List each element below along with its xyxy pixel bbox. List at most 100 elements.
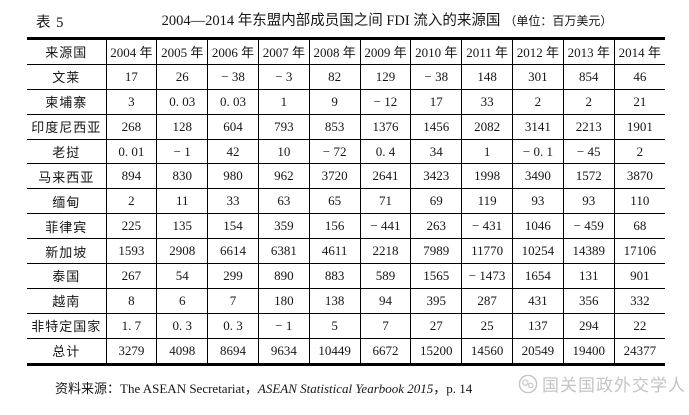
- cell-value: 1. 7: [105, 312, 158, 339]
- cell-value: 2641: [359, 163, 412, 190]
- cell-value: 10: [257, 138, 310, 165]
- cell-value: 589: [359, 263, 412, 289]
- table-row: 新加坡 1593 2908 6614 6381 4611 2218 7989 11770 1025…: [27, 238, 665, 265]
- cell-value: 20549: [512, 337, 564, 365]
- cell-value: 853: [308, 113, 361, 140]
- cell-value: 3423: [410, 163, 463, 190]
- cell-value: − 12: [359, 88, 412, 115]
- cell-value: 2218: [359, 238, 412, 265]
- cell-value: − 38: [207, 63, 259, 90]
- watermark-text: 国关国政外交学人: [542, 376, 686, 395]
- cell-value: − 1: [156, 138, 209, 165]
- table-title: 2004—2014 年东盟内部成员国之间 FDI 流入的来源国 （单位：百万美元）: [95, 9, 679, 30]
- cell-value: 9: [308, 88, 361, 115]
- cell-value: 135: [156, 213, 209, 240]
- cell-value: 359: [257, 213, 310, 240]
- cell-value: 6: [156, 287, 209, 314]
- cell-value: 1572: [562, 163, 615, 190]
- row-label: 文莱: [27, 63, 107, 90]
- cell-value: − 1: [257, 312, 310, 339]
- cell-value: 332: [613, 287, 665, 314]
- table-row: 总计 3279 4098 8694 9634 10449 6672 15200 14560 205…: [27, 337, 665, 365]
- table-unit-label: （单位：百万美元）: [504, 14, 613, 28]
- cell-value: 1654: [512, 263, 564, 289]
- cell-value: 33: [207, 188, 259, 215]
- cell-value: 263: [410, 213, 463, 240]
- cell-value: 65: [308, 188, 361, 215]
- cell-value: 54: [156, 263, 209, 289]
- cell-value: 34: [410, 138, 463, 165]
- cell-value: 137: [512, 312, 564, 339]
- cell-value: 6381: [257, 238, 310, 265]
- cell-value: 17106: [613, 238, 665, 265]
- cell-value: 4098: [156, 337, 209, 365]
- header-year: 2005 年: [156, 38, 209, 65]
- cell-value: 883: [308, 263, 361, 289]
- cell-value: 148: [461, 63, 513, 90]
- cell-value: 1: [257, 88, 310, 115]
- header-year: 2013 年: [562, 38, 615, 65]
- cell-value: 19400: [562, 337, 615, 365]
- cell-value: 1456: [410, 113, 463, 140]
- cell-value: 8694: [207, 337, 259, 365]
- table-number-label: 表 5: [36, 15, 65, 31]
- table-title-row: 表 5 2004—2014 年东盟内部成员国之间 FDI 流入的来源国 （单位：百…: [0, 0, 689, 37]
- cell-value: 27: [410, 312, 463, 339]
- cell-value: 3279: [105, 337, 158, 365]
- row-label: 印度尼西亚: [27, 113, 107, 140]
- cell-value: 0. 03: [156, 88, 209, 115]
- row-label: 菲律宾: [27, 213, 107, 240]
- cell-value: 3870: [613, 163, 665, 190]
- table-row: 文莱 17 26− 38− 3 82 129− 38 148 301 854 46: [27, 63, 665, 90]
- cell-value: 901: [613, 263, 665, 289]
- row-label: 老挝: [27, 138, 107, 165]
- table-title-text: 2004—2014 年东盟内部成员国之间 FDI 流入的来源国: [161, 13, 501, 29]
- table-row: 菲律宾 225 135 154 359 156− 441 263− 431 1046− 459…: [27, 213, 665, 240]
- cell-value: 71: [359, 188, 412, 215]
- cell-value: 9634: [257, 337, 310, 365]
- cell-value: 2: [105, 188, 158, 215]
- cell-value: 830: [156, 163, 209, 190]
- cell-value: 68: [613, 213, 665, 240]
- cell-value: 0. 3: [207, 312, 259, 339]
- header-source-country: 来源国: [27, 38, 107, 65]
- cell-value: 6614: [207, 238, 259, 265]
- source-book-title: ASEAN Statistical Yearbook 2015: [257, 381, 434, 396]
- header-year: 2014 年: [613, 38, 665, 65]
- cell-value: 1: [461, 138, 513, 165]
- cell-value: 2: [512, 88, 564, 115]
- cell-value: 119: [461, 188, 513, 215]
- cell-value: 14560: [461, 337, 513, 365]
- cell-value: 962: [257, 163, 310, 190]
- cell-value: 15200: [410, 337, 463, 365]
- cell-value: 69: [410, 188, 463, 215]
- cell-value: 268: [105, 113, 158, 140]
- table-row: 印度尼西亚 268 128 604 793 853 1376 1456 2082 3141 2213…: [27, 113, 665, 140]
- cell-value: 156: [308, 213, 361, 240]
- table-row: 柬埔寨 3 0. 03 0. 03 1 9− 12 17 33 2 2 21: [27, 88, 665, 115]
- cell-value: 793: [257, 113, 310, 140]
- table-row: 泰国 267 54 299 890 883 589 1565− 1473 1654 131 901: [27, 263, 665, 289]
- cell-value: − 1473: [461, 263, 513, 289]
- row-label: 泰国: [27, 263, 107, 289]
- header-year: 2011 年: [461, 38, 513, 65]
- cell-value: 3141: [512, 113, 564, 140]
- cell-value: 3720: [308, 163, 361, 190]
- row-label: 马来西亚: [27, 163, 107, 190]
- cell-value: 894: [105, 163, 158, 190]
- cell-value: 854: [562, 63, 615, 90]
- cell-value: 356: [562, 287, 615, 314]
- table-body: 文莱 17 26− 38− 3 82 129− 38 148 301 854 46 柬埔寨 3 0. …: [27, 63, 665, 365]
- cell-value: 24377: [613, 337, 665, 365]
- cell-value: 299: [207, 263, 259, 289]
- cell-value: − 431: [461, 213, 513, 240]
- row-label: 总计: [27, 337, 107, 365]
- header-year: 2006 年: [207, 38, 259, 65]
- header-year: 2012 年: [512, 38, 564, 65]
- cell-value: 1376: [359, 113, 412, 140]
- source-suffix: ，p. 14: [433, 381, 473, 396]
- cell-value: 0. 03: [207, 88, 259, 115]
- cell-value: 129: [359, 63, 412, 90]
- header-year: 2004 年: [105, 38, 158, 65]
